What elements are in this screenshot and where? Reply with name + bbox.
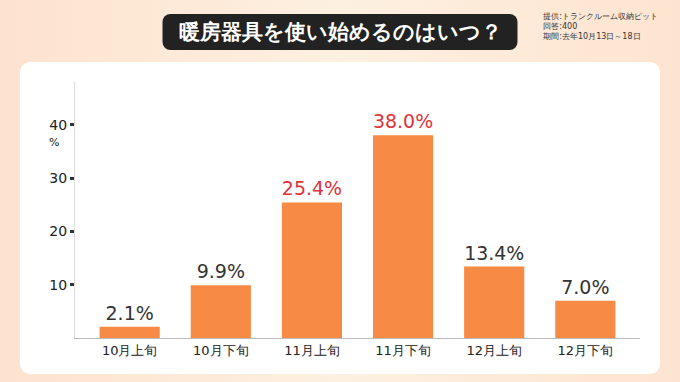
- svg-text:10月上旬: 10月上旬: [102, 343, 158, 358]
- html-text:暖房器具を使い始めるのはいつ？: 暖房器具を使い始めるのはいつ？: [178, 20, 502, 44]
- svg-text:%: %: [49, 136, 59, 149]
- svg-text:10月下旬: 10月下旬: [193, 343, 249, 358]
- html-text:提供:トランクルーム収納ピット: 提供:トランクルーム収納ピット: [543, 12, 658, 21]
- svg-text:11月下旬: 11月下旬: [375, 343, 431, 358]
- svg-text:40: 40: [49, 117, 67, 133]
- svg-text:38.0%: 38.0%: [373, 110, 433, 132]
- svg-text:25.4%: 25.4%: [282, 177, 342, 199]
- svg-text:10: 10: [49, 277, 67, 293]
- svg-text:12月上旬: 12月上旬: [466, 343, 522, 358]
- svg-text:13.4%: 13.4%: [464, 242, 524, 264]
- svg-text:20: 20: [49, 223, 67, 239]
- svg-text:30: 30: [49, 170, 67, 186]
- html-text:回答:400: 回答:400: [543, 22, 578, 31]
- svg-text:12月下旬: 12月下旬: [558, 343, 614, 358]
- svg-text:11月上旬: 11月上旬: [284, 343, 340, 358]
- html-text:期間:去年10月13日～18日: 期間:去年10月13日～18日: [543, 32, 641, 41]
- svg-text:2.1%: 2.1%: [106, 302, 154, 324]
- svg-text:9.9%: 9.9%: [197, 260, 245, 282]
- svg-text:7.0%: 7.0%: [561, 276, 609, 298]
